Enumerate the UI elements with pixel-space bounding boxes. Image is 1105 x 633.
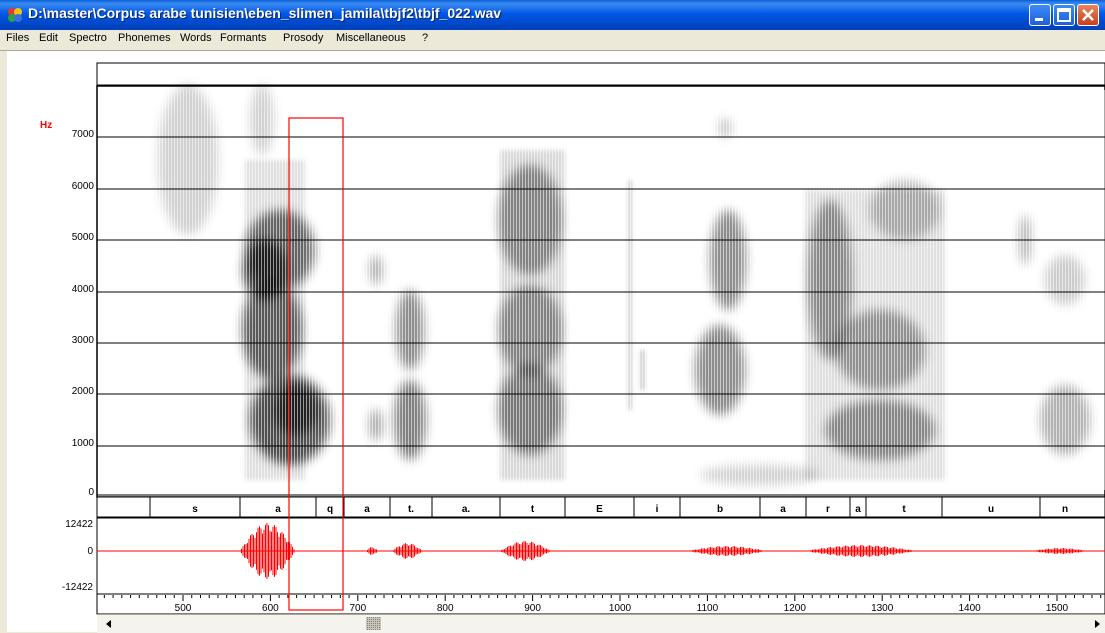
freq-tick-label: 0 (88, 487, 94, 498)
close-icon (1082, 9, 1094, 21)
striation-overlay (150, 90, 1105, 490)
maximize-button[interactable] (1053, 4, 1075, 26)
phoneme-label: a (364, 504, 370, 515)
horizontal-scrollbar[interactable] (97, 614, 1105, 633)
menu-files[interactable]: Files (6, 32, 30, 44)
menu-help[interactable]: ? (422, 32, 429, 44)
close-button[interactable] (1077, 4, 1099, 26)
spectrogram-energy (150, 85, 1105, 490)
left-frame (0, 51, 7, 632)
arrow-right-icon[interactable] (1095, 620, 1100, 628)
waveform-panel[interactable] (96, 517, 1105, 595)
menu-prosody[interactable]: Prosody (283, 32, 324, 44)
freq-tick-label: 4000 (72, 284, 95, 295)
phoneme-label: t (531, 504, 535, 515)
time-tick-label: 1000 (609, 603, 632, 614)
phoneme-label: t (902, 504, 906, 515)
phoneme-label: q (327, 504, 333, 515)
phoneme-label: r (826, 504, 830, 515)
freq-unit-label: Hz (40, 120, 52, 131)
minimize-button[interactable] (1029, 4, 1051, 26)
frequency-grid: 7000 6000 5000 4000 3000 2000 1000 0 (72, 129, 1105, 498)
time-axis (96, 593, 1105, 615)
phoneme-label: t. (408, 504, 414, 515)
time-tick-label: 1200 (784, 603, 807, 614)
freq-tick-label: 3000 (72, 335, 95, 346)
menu-formants[interactable]: Formants (220, 32, 267, 44)
phoneme-label: E (596, 504, 603, 515)
menu-miscellaneous[interactable]: Miscellaneous (336, 32, 406, 44)
phoneme-label: a. (462, 504, 471, 515)
freq-tick-label: 6000 (72, 181, 95, 192)
time-tick-label: 700 (349, 603, 366, 614)
time-tick-label: 800 (437, 603, 454, 614)
freq-tick-label: 1000 (72, 438, 95, 449)
phoneme-label: a (855, 504, 861, 515)
menu-phonemes[interactable]: Phonemes (118, 32, 171, 44)
time-tick-label: 500 (175, 603, 192, 614)
phoneme-label: a (780, 504, 786, 515)
app-icon[interactable] (6, 6, 24, 24)
time-tick-label: 1500 (1046, 603, 1069, 614)
wave-ytick-min: -12422 (62, 582, 94, 593)
scrollbar-thumb-grip (366, 617, 381, 630)
phoneme-label: n (1062, 504, 1068, 515)
phoneme-label: u (988, 504, 994, 515)
menu-bar: Files Edit Spectro Phonemes Words Forman… (0, 30, 1105, 51)
time-axis-ticks: 500 600 700 800 900 1000 1100 1200 1300 1400 1500 (103, 595, 1102, 614)
arrow-left-icon[interactable] (106, 620, 111, 628)
phoneme-label: s (192, 504, 198, 515)
waveform-trace (0, 0, 1105, 579)
menu-words[interactable]: Words (180, 32, 212, 44)
phoneme-label: i (656, 504, 659, 515)
phoneme-label: b (717, 504, 723, 515)
minimize-icon (1035, 18, 1043, 21)
time-tick-label: 1100 (697, 603, 719, 614)
maximize-icon (1057, 8, 1071, 22)
phoneme-tier[interactable] (96, 496, 1105, 518)
top-info-strip (96, 62, 1105, 86)
freq-tick-label: 7000 (72, 129, 95, 140)
phoneme-label: a (275, 504, 281, 515)
wave-ytick-max: 12422 (65, 519, 93, 530)
menu-spectro[interactable]: Spectro (69, 32, 107, 44)
selection-rectangle[interactable] (288, 117, 344, 611)
freq-tick-label: 5000 (72, 232, 95, 243)
time-tick-label: 1300 (871, 603, 894, 614)
time-tick-label: 900 (524, 603, 541, 614)
menu-edit[interactable]: Edit (39, 32, 58, 44)
title-bar: D:\master\Corpus arabe tunisien\eben_sli… (0, 0, 1105, 30)
freq-tick-label: 2000 (72, 386, 95, 397)
time-tick-label: 600 (262, 603, 279, 614)
time-tick-label: 1400 (958, 603, 981, 614)
window-title: D:\master\Corpus arabe tunisien\eben_sli… (28, 5, 502, 21)
wave-ytick-zero: 0 (87, 546, 93, 557)
